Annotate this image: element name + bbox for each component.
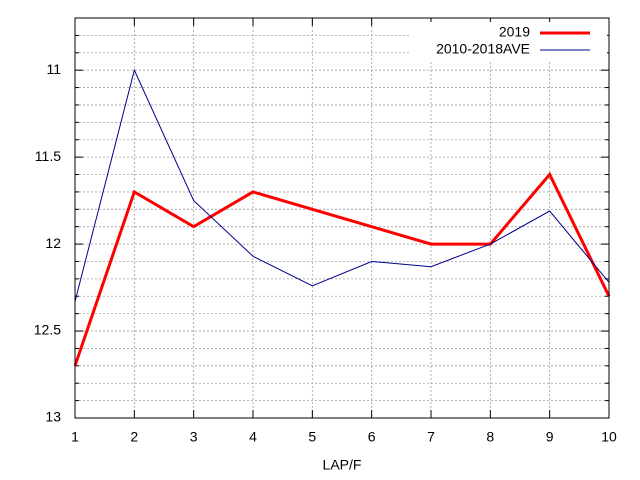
x-tick-label: 1 xyxy=(71,429,79,445)
plot-border xyxy=(74,17,610,419)
x-tick-label: 7 xyxy=(427,429,435,445)
x-tick-label: 6 xyxy=(368,429,376,445)
legend-label: 2019 xyxy=(499,24,530,40)
series-line xyxy=(73,171,611,367)
y-tick-label: 11.5 xyxy=(35,148,61,164)
x-tick-label: 5 xyxy=(308,429,316,445)
x-tick-label: 9 xyxy=(546,429,554,445)
x-tick-label: 3 xyxy=(190,429,198,445)
x-tick-label: 4 xyxy=(249,429,257,445)
x-tick-label: 10 xyxy=(601,429,617,445)
legend-label: 2010-2018AVE xyxy=(436,41,530,57)
x-tick-label: 2 xyxy=(130,429,138,445)
y-tick-label: 12.5 xyxy=(34,322,61,338)
x-tick-label: 8 xyxy=(486,429,494,445)
y-tick-label: 13 xyxy=(45,409,61,425)
x-axis-label: LAP/F xyxy=(323,457,362,473)
series-line xyxy=(74,68,610,302)
y-tick-label: 12 xyxy=(45,235,61,251)
y-tick-label: 11 xyxy=(46,61,61,77)
legend-background xyxy=(410,22,607,62)
